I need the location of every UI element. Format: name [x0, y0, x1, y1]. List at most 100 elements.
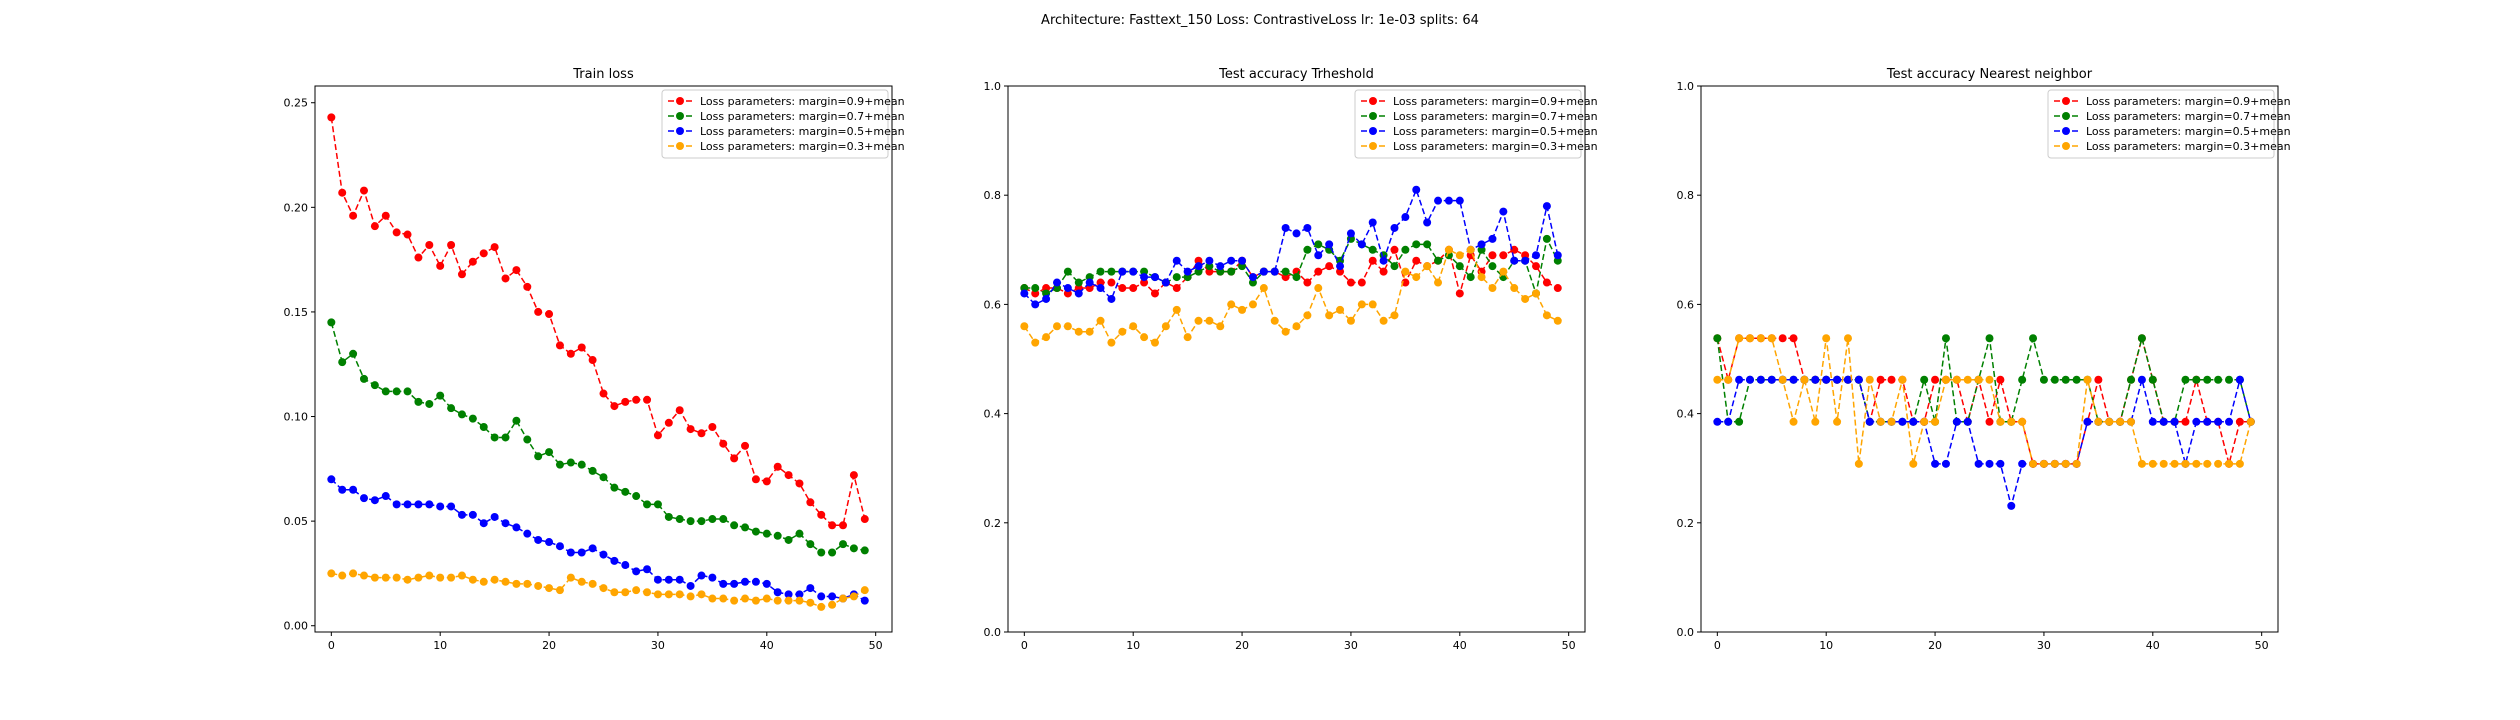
data-point: [1963, 417, 1972, 426]
data-point: [610, 402, 619, 411]
data-point: [1444, 196, 1453, 205]
data-point: [2214, 375, 2223, 384]
y-tick-label: 1.0: [984, 80, 1002, 93]
data-point: [338, 485, 347, 494]
y-tick-label: 0.00: [284, 620, 309, 633]
data-point: [1118, 284, 1127, 293]
data-point: [338, 571, 347, 580]
data-point: [1248, 300, 1257, 309]
data-point: [1194, 262, 1203, 271]
data-point: [359, 494, 368, 503]
data-point: [795, 479, 804, 488]
data-point: [1161, 278, 1170, 287]
data-point: [1063, 284, 1072, 293]
data-point: [1423, 262, 1432, 271]
x-tick-label: 40: [2146, 639, 2160, 652]
data-point: [1216, 322, 1225, 331]
data-point: [1292, 273, 1301, 282]
data-point: [741, 577, 750, 586]
data-point: [1107, 338, 1116, 347]
data-point: [2225, 417, 2234, 426]
data-point: [588, 466, 597, 475]
data-point: [1865, 375, 1874, 384]
data-point: [588, 544, 597, 553]
y-tick-label: 0.0: [1677, 626, 1695, 639]
data-point: [1368, 245, 1377, 254]
data-point: [697, 571, 706, 580]
data-point: [403, 230, 412, 239]
data-point: [566, 349, 575, 358]
data-point: [1390, 262, 1399, 271]
data-point: [1931, 459, 1940, 468]
data-point: [2105, 417, 2114, 426]
train-loss-title: Train loss: [572, 67, 634, 82]
train-loss-chart: Train loss 0 10 20 30 40 50 0.00 0.05 0.10 0.15 0.2…: [284, 67, 905, 652]
data-point: [1898, 375, 1907, 384]
data-point: [577, 460, 586, 469]
data-point: [686, 592, 695, 601]
data-point: [741, 441, 750, 450]
data-point: [1822, 375, 1831, 384]
data-point: [1172, 305, 1181, 314]
data-point: [1042, 333, 1051, 342]
y-tick-label: 0.8: [1677, 189, 1695, 202]
data-point: [1401, 213, 1410, 222]
legend-swatch-marker: [2062, 112, 2070, 120]
data-point: [1466, 273, 1475, 282]
data-point: [1985, 459, 1994, 468]
data-point: [2246, 417, 2255, 426]
data-point: [1488, 251, 1497, 260]
data-point: [784, 535, 793, 544]
data-point: [2148, 375, 2157, 384]
data-point: [1336, 262, 1345, 271]
data-point: [1745, 375, 1754, 384]
data-point: [1423, 240, 1432, 249]
data-point: [860, 515, 869, 524]
data-point: [610, 483, 619, 492]
data-point: [523, 435, 532, 444]
x-tick-label: 20: [1235, 639, 1249, 652]
data-point: [806, 584, 815, 593]
data-point: [1789, 334, 1798, 343]
series-2: [327, 475, 869, 605]
data-point: [2018, 375, 2027, 384]
y-tick-label: 0.6: [984, 298, 1002, 311]
axes-frame: [314, 85, 893, 633]
data-point: [370, 381, 379, 390]
data-point: [523, 282, 532, 291]
data-point: [664, 590, 673, 599]
legend-entry: Loss parameters: margin=0.7+mean: [1393, 110, 1598, 123]
data-point: [599, 584, 608, 593]
data-point: [697, 590, 706, 599]
data-point: [664, 512, 673, 521]
data-point: [479, 422, 488, 431]
legend: Loss parameters: margin=0.9+mean Loss par…: [1354, 89, 1598, 159]
data-point: [1735, 417, 1744, 426]
y-tick-label: 0.20: [284, 201, 309, 214]
data-point: [1499, 251, 1508, 260]
data-point: [762, 529, 771, 538]
data-point: [621, 487, 630, 496]
x-tick-label: 0: [1021, 639, 1028, 652]
data-point: [1118, 267, 1127, 276]
data-point: [1811, 417, 1820, 426]
data-point: [349, 211, 358, 220]
data-point: [327, 318, 336, 327]
data-point: [1499, 267, 1508, 276]
data-point: [457, 270, 466, 279]
data-point: [490, 243, 499, 252]
data-point: [1314, 251, 1323, 260]
data-point: [675, 590, 684, 599]
data-point: [1909, 459, 1918, 468]
data-point: [1368, 256, 1377, 265]
data-point: [1542, 278, 1551, 287]
data-point: [1172, 284, 1181, 293]
data-point: [1238, 256, 1247, 265]
data-point: [1096, 284, 1105, 293]
data-point: [1281, 327, 1290, 336]
data-point: [653, 431, 662, 440]
x-tick-label: 20: [542, 639, 556, 652]
data-point: [2007, 417, 2016, 426]
data-point: [349, 485, 358, 494]
data-point: [719, 515, 728, 524]
